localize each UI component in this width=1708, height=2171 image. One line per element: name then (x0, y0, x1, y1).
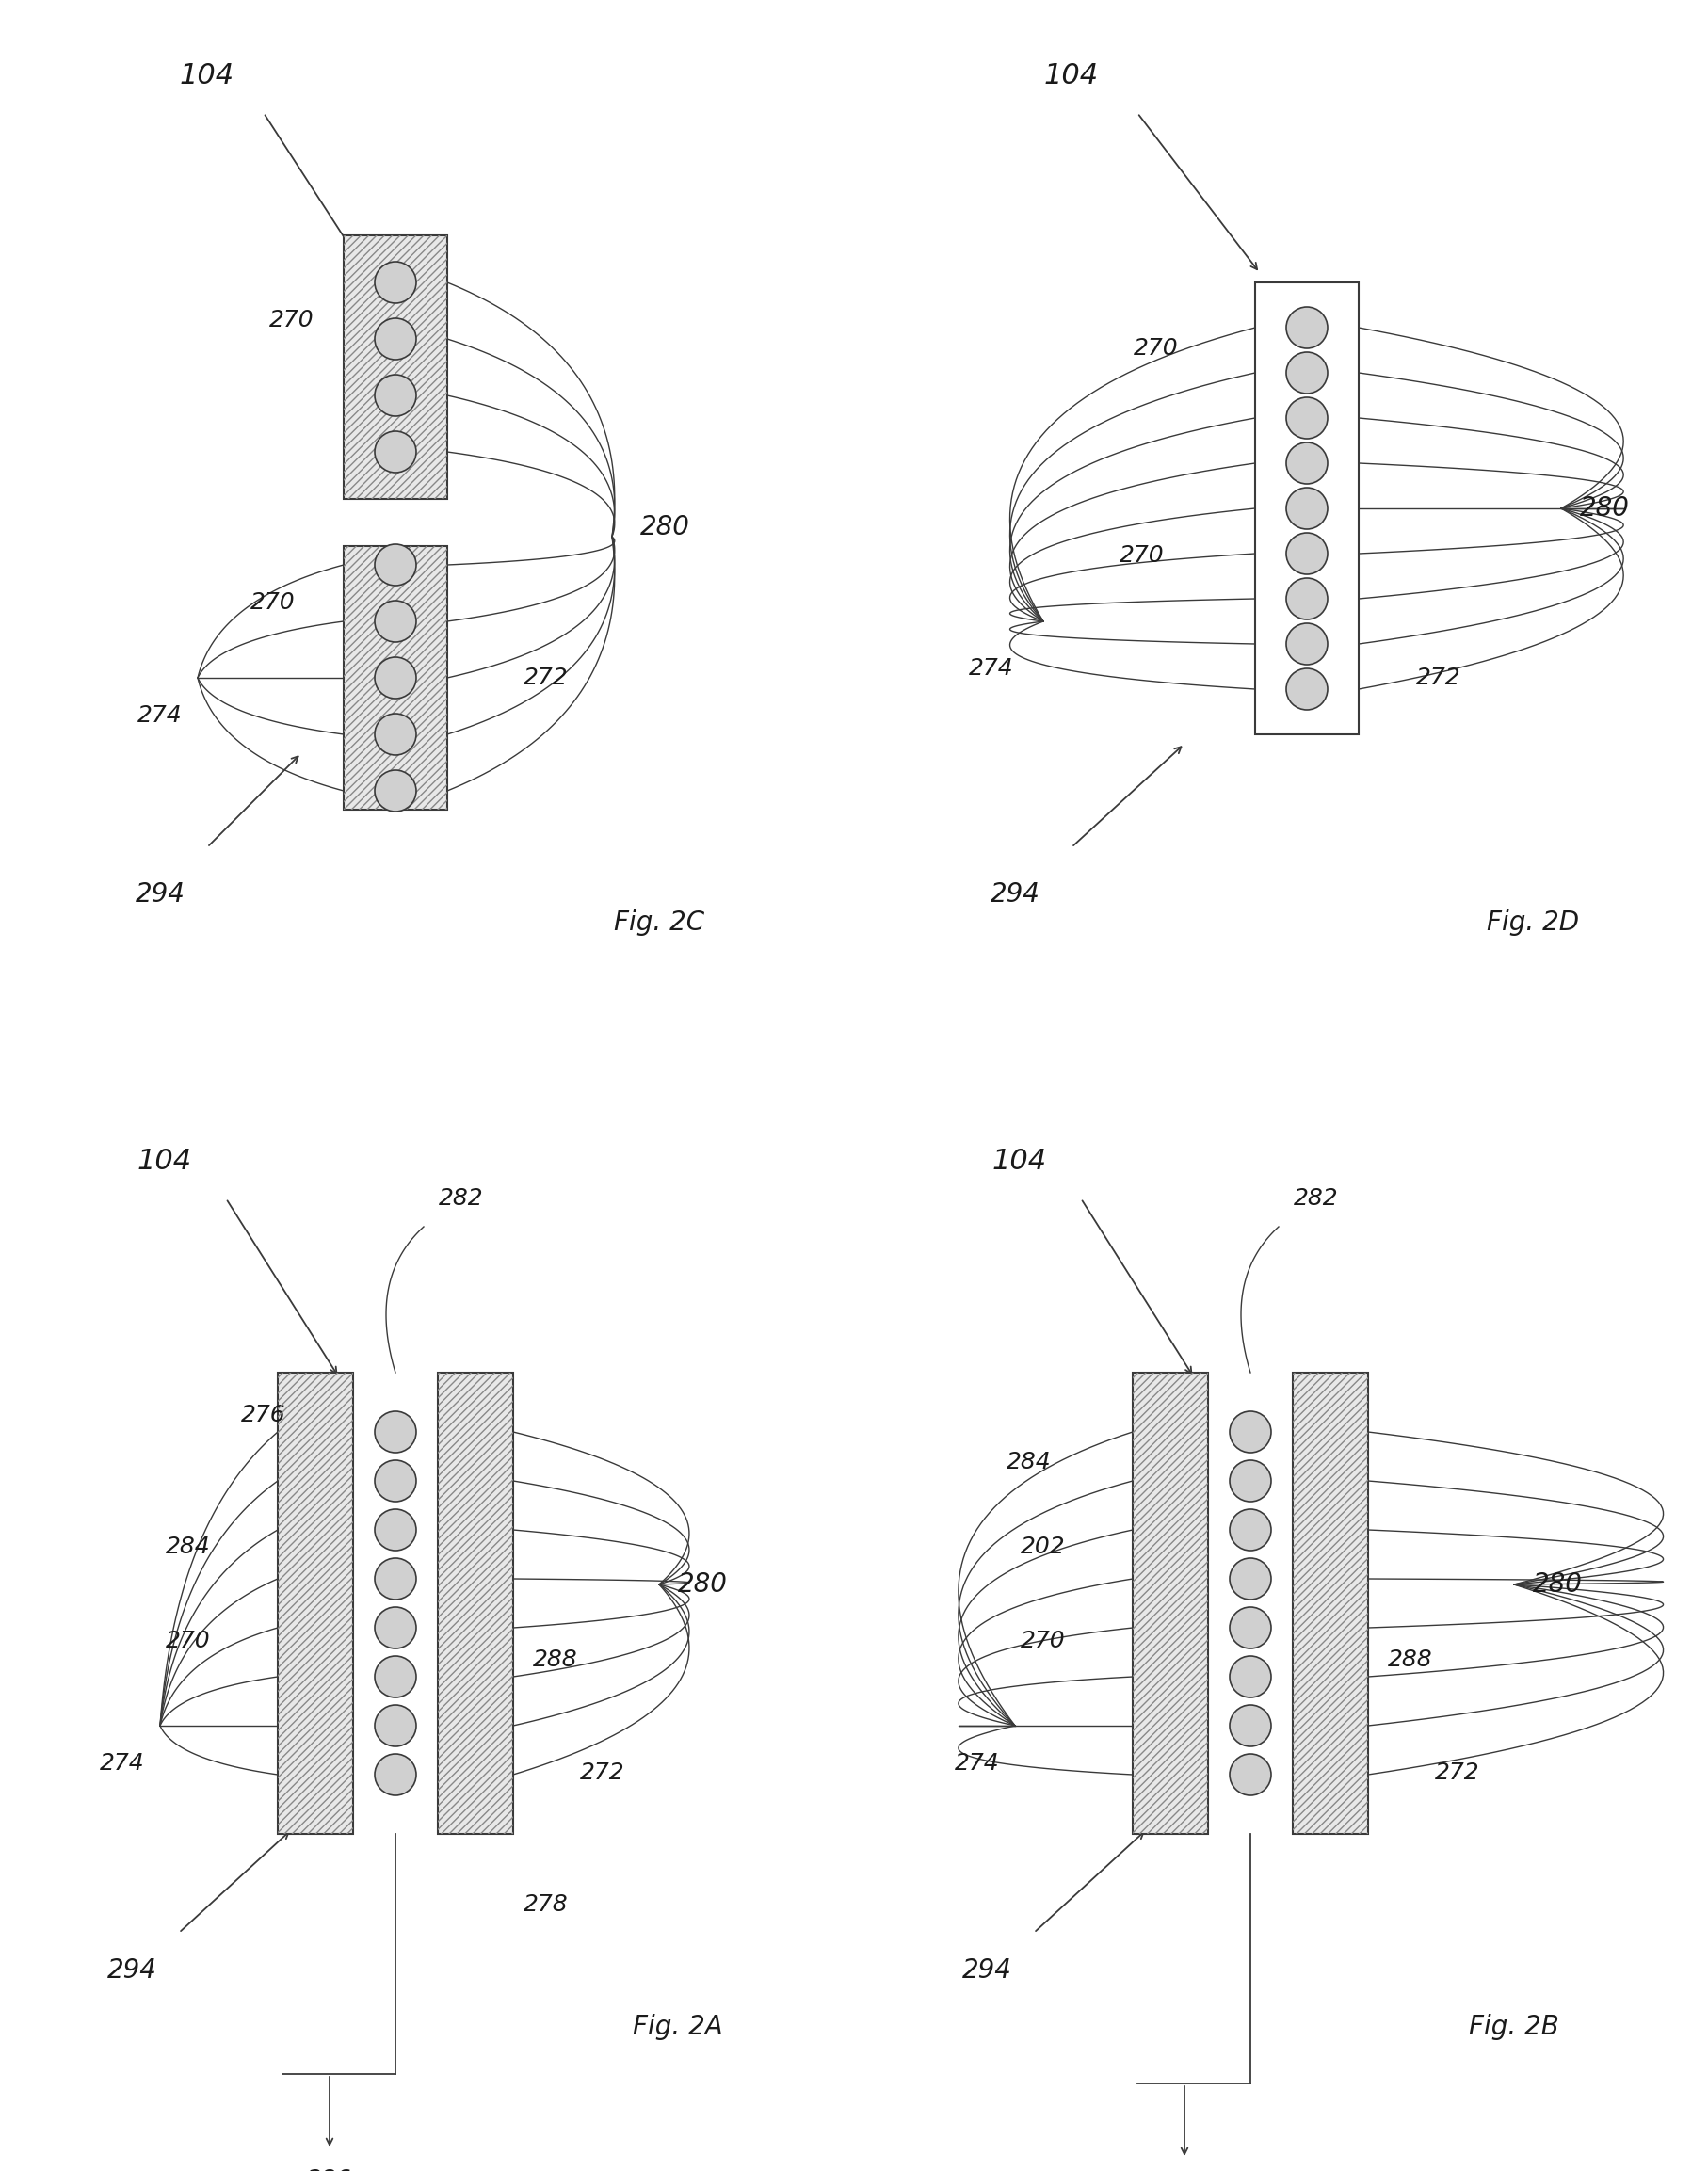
Text: 294: 294 (108, 1958, 157, 1984)
Bar (343, 547, 447, 810)
Circle shape (374, 1559, 417, 1600)
Text: 280: 280 (1532, 1572, 1582, 1598)
Text: Fig. 2B: Fig. 2B (1469, 2015, 1558, 2041)
Bar (1132, 1372, 1208, 1834)
Text: Fig. 2D: Fig. 2D (1486, 910, 1578, 936)
Circle shape (374, 263, 417, 304)
Circle shape (1230, 1656, 1271, 1698)
Circle shape (1286, 577, 1327, 619)
Circle shape (374, 545, 417, 586)
Text: 288: 288 (1387, 1648, 1431, 1672)
Circle shape (1230, 1754, 1271, 1795)
Circle shape (1286, 623, 1327, 664)
Text: 270: 270 (1132, 337, 1179, 360)
Bar (343, 547, 447, 810)
Circle shape (1286, 443, 1327, 484)
Bar (1291, 1372, 1368, 1834)
Circle shape (374, 1754, 417, 1795)
Circle shape (374, 601, 417, 643)
Circle shape (374, 376, 417, 417)
Circle shape (374, 432, 417, 473)
Text: 282: 282 (439, 1188, 483, 1209)
Text: 284: 284 (1006, 1450, 1050, 1474)
Text: 278: 278 (523, 1893, 569, 1915)
Text: 202: 202 (1020, 1535, 1066, 1559)
Circle shape (374, 1607, 417, 1648)
Text: 280: 280 (640, 515, 690, 541)
Text: 104: 104 (179, 61, 234, 89)
Circle shape (1286, 306, 1327, 347)
Circle shape (374, 658, 417, 699)
Text: 270: 270 (1020, 1630, 1066, 1652)
Circle shape (1230, 1461, 1271, 1502)
Circle shape (1286, 397, 1327, 439)
Text: 270: 270 (270, 308, 314, 332)
Text: 286: 286 (307, 2169, 352, 2171)
Circle shape (1230, 1509, 1271, 1550)
Text: 274: 274 (955, 1752, 999, 1774)
Text: 274: 274 (101, 1752, 145, 1774)
Bar (343, 234, 447, 499)
Circle shape (1286, 488, 1327, 530)
Circle shape (1230, 1704, 1271, 1745)
Text: 294: 294 (962, 1958, 1011, 1984)
Bar (1291, 1372, 1368, 1834)
Bar (343, 234, 447, 499)
Circle shape (374, 1509, 417, 1550)
Circle shape (374, 319, 417, 360)
Text: 104: 104 (1044, 61, 1098, 89)
Text: 270: 270 (166, 1630, 210, 1652)
Text: 294: 294 (135, 881, 184, 907)
Circle shape (374, 1656, 417, 1698)
Text: Fig. 2A: Fig. 2A (632, 2015, 722, 2041)
Circle shape (374, 771, 417, 812)
Circle shape (374, 1411, 417, 1452)
Bar (1132, 1372, 1208, 1834)
Bar (437, 1372, 512, 1834)
Text: 272: 272 (1435, 1761, 1479, 1785)
Bar (278, 1372, 354, 1834)
Circle shape (1230, 1559, 1271, 1600)
Circle shape (1286, 669, 1327, 710)
Text: 272: 272 (579, 1761, 625, 1785)
Text: 270: 270 (1119, 545, 1163, 567)
Circle shape (374, 1461, 417, 1502)
Bar (1254, 282, 1358, 734)
Text: 276: 276 (241, 1405, 285, 1426)
Text: 272: 272 (1416, 666, 1460, 688)
Circle shape (374, 714, 417, 756)
Circle shape (1286, 352, 1327, 393)
Text: 294: 294 (989, 881, 1040, 907)
Text: 282: 282 (1293, 1188, 1337, 1209)
Text: 280: 280 (678, 1572, 728, 1598)
Bar (437, 1372, 512, 1834)
Text: 104: 104 (992, 1146, 1047, 1175)
Text: 270: 270 (251, 591, 295, 614)
Circle shape (1230, 1607, 1271, 1648)
Circle shape (374, 1704, 417, 1745)
Text: 274: 274 (968, 658, 1013, 680)
Circle shape (1230, 1411, 1271, 1452)
Text: 274: 274 (138, 703, 183, 727)
Text: 280: 280 (1580, 495, 1629, 521)
Bar (278, 1372, 354, 1834)
Text: 288: 288 (533, 1648, 577, 1672)
Text: 104: 104 (137, 1146, 191, 1175)
Text: Fig. 2C: Fig. 2C (613, 910, 704, 936)
Circle shape (1286, 532, 1327, 575)
Text: 272: 272 (523, 666, 569, 688)
Text: 284: 284 (166, 1535, 210, 1559)
